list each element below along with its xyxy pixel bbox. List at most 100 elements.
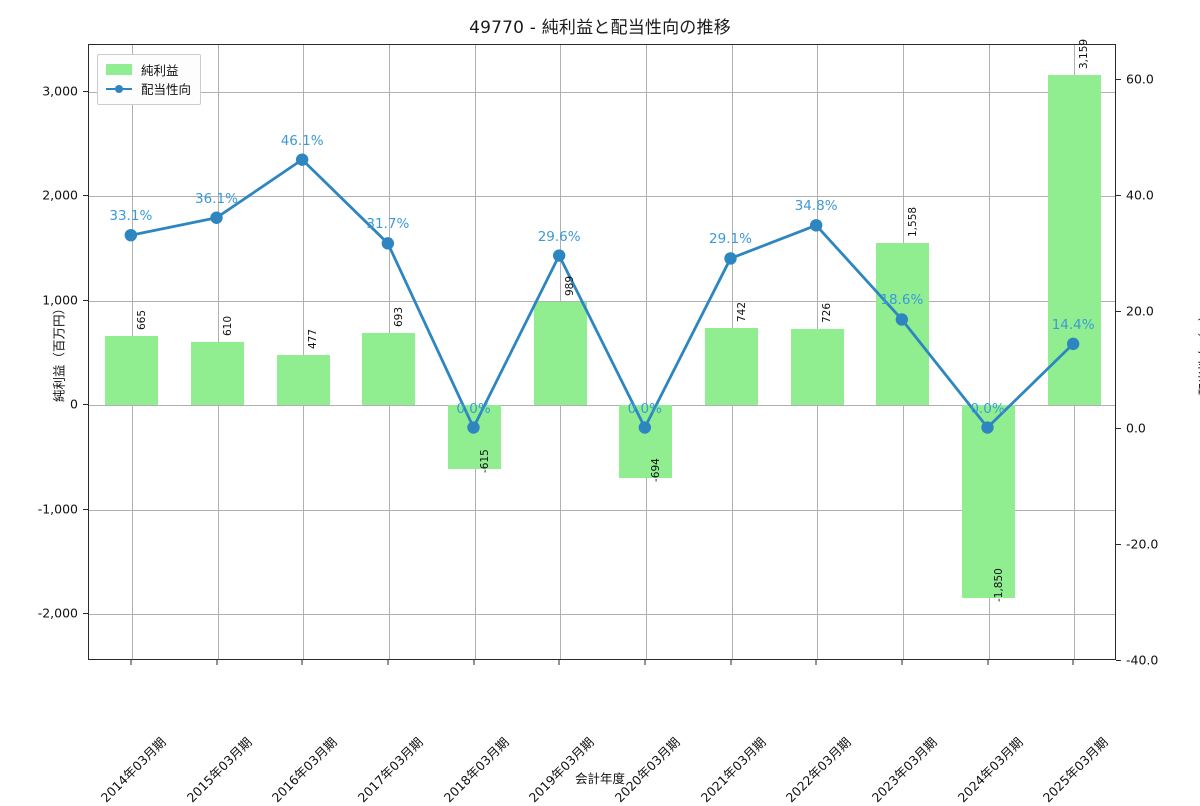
legend-line-marker-icon: [106, 83, 132, 94]
legend-label-payout-ratio: 配当性向: [141, 82, 192, 97]
x-axis-tickmark: [216, 660, 217, 665]
gridline-vertical: [988, 45, 990, 659]
y-axis-right-tick-label: 40.0: [1126, 187, 1154, 203]
payout-ratio-marker: [895, 313, 909, 326]
bar-net-income: [447, 405, 502, 470]
payout-ratio-value-label: 33.1%: [109, 208, 153, 225]
x-axis-tickmark: [644, 660, 646, 665]
bar-net-income: [790, 329, 844, 406]
y-axis-right-tickmark: [1116, 195, 1121, 197]
y-axis-left-tick-label: 3,000: [42, 83, 78, 99]
bar-net-income: [362, 332, 416, 406]
x-axis-tickmark: [815, 660, 817, 665]
payout-ratio-marker: [467, 421, 480, 434]
y-axis-left-tickmark: [83, 90, 88, 92]
payout-ratio-marker: [295, 153, 309, 166]
bar-value-label: 1,558: [906, 206, 919, 237]
bar-value-label: -615: [478, 449, 491, 474]
y-axis-left-tick-label: -1,000: [37, 501, 78, 517]
bar-net-income: [961, 405, 1016, 599]
bar-net-income: [276, 355, 330, 406]
payout-ratio-marker: [809, 219, 823, 232]
x-axis-title: 会計年度: [574, 771, 625, 786]
bar-value-label: 989: [564, 275, 577, 296]
bar-net-income: [619, 405, 673, 478]
payout-ratio-value-label: 29.6%: [537, 228, 581, 245]
gridline-vertical: [303, 45, 305, 659]
y-axis-right-tick-label: -20.0: [1126, 536, 1159, 552]
x-axis-tickmark: [387, 660, 389, 665]
x-axis-tickmark: [473, 660, 474, 665]
y-axis-right-tick-label: -40.0: [1126, 652, 1159, 668]
bar-net-income: [105, 335, 159, 406]
y-axis-right-tickmark: [1116, 311, 1121, 313]
bar-net-income: [704, 327, 759, 406]
x-axis-tickmark: [730, 660, 731, 665]
plot-area: [88, 44, 1116, 660]
y-axis-left-tickmark: [83, 299, 88, 301]
chart-legend: 純利益 配当性向: [97, 54, 202, 105]
y-axis-right-tick-label: 0.0: [1126, 420, 1146, 436]
payout-ratio-line: [130, 158, 1075, 429]
y-axis-right-tickmark: [1116, 78, 1121, 80]
payout-ratio-marker: [381, 237, 395, 250]
bar-value-label: 477: [307, 329, 320, 350]
legend-label-net-income: 純利益: [141, 63, 179, 78]
payout-ratio-marker: [981, 421, 994, 434]
y-axis-left-title: 純利益（百万円）: [51, 301, 67, 403]
bar-net-income: [1047, 75, 1101, 406]
gridline-vertical: [645, 45, 647, 659]
payout-ratio-value-label: 31.7%: [366, 216, 410, 233]
x-axis-tickmark: [301, 660, 303, 665]
gridline-horizontal: [89, 300, 1115, 302]
payout-ratio-marker: [724, 252, 737, 265]
payout-ratio-value-label: 18.6%: [880, 292, 924, 309]
y-axis-left-tickmark: [83, 404, 88, 406]
payout-ratio-value-label: 29.1%: [709, 231, 752, 248]
bar-value-label: 665: [135, 309, 148, 330]
y-axis-left-tickmark: [83, 508, 88, 510]
payout-ratio-value-label: 0.0%: [627, 400, 662, 417]
x-axis-tickmark: [987, 660, 988, 665]
y-axis-right-tick-label: 20.0: [1126, 303, 1154, 319]
gridline-horizontal: [89, 405, 1115, 407]
payout-ratio-value-label: 0.0%: [456, 400, 491, 417]
payout-ratio-value-label: 46.1%: [280, 132, 324, 149]
gridline-horizontal: [89, 509, 1115, 511]
y-axis-left-tick-label: 1,000: [42, 292, 78, 308]
payout-ratio-value-label: 36.1%: [195, 190, 238, 207]
payout-ratio-marker: [210, 211, 223, 224]
bar-net-income: [190, 341, 245, 406]
y-axis-left-tickmark: [83, 613, 88, 615]
payout-ratio-value-label: 0.0%: [970, 400, 1005, 417]
y-axis-right-tick-label: 60.0: [1126, 71, 1154, 87]
y-axis-right-tickmark: [1116, 543, 1121, 545]
legend-bar-swatch-icon: [106, 64, 132, 75]
bar-value-label: -1,850: [992, 568, 1005, 603]
bar-value-label: 3,159: [1078, 39, 1091, 70]
y-axis-left-tick-label: 0: [70, 396, 78, 412]
gridline-vertical: [474, 45, 476, 659]
payout-ratio-marker: [638, 421, 652, 434]
y-axis-right-tickmark: [1116, 660, 1121, 661]
payout-ratio-line-series: [124, 153, 1080, 434]
y-axis-left-tick-label: 2,000: [42, 187, 78, 203]
y-axis-left-tickmark: [83, 195, 88, 197]
x-axis-tickmark: [901, 660, 903, 665]
legend-item-payout-ratio: 配当性向: [106, 79, 191, 98]
x-axis-tickmark: [558, 660, 560, 665]
y-axis-left-tick-label: -2,000: [37, 605, 78, 621]
bar-net-income: [533, 301, 587, 406]
payout-ratio-marker: [124, 228, 138, 242]
bar-value-label: 742: [735, 301, 748, 322]
bar-value-label: 726: [821, 303, 834, 324]
payout-ratio-value-label: 14.4%: [1051, 316, 1095, 333]
legend-item-net-income: 純利益: [106, 60, 191, 79]
x-axis-tickmark: [130, 660, 132, 665]
y-axis-right-title: 配当性向（%）: [1196, 308, 1200, 396]
x-axis-tickmark: [1072, 660, 1074, 665]
payout-ratio-value-label: 34.8%: [794, 198, 838, 215]
gridline-horizontal: [89, 91, 1115, 93]
gridline-horizontal: [89, 614, 1115, 616]
